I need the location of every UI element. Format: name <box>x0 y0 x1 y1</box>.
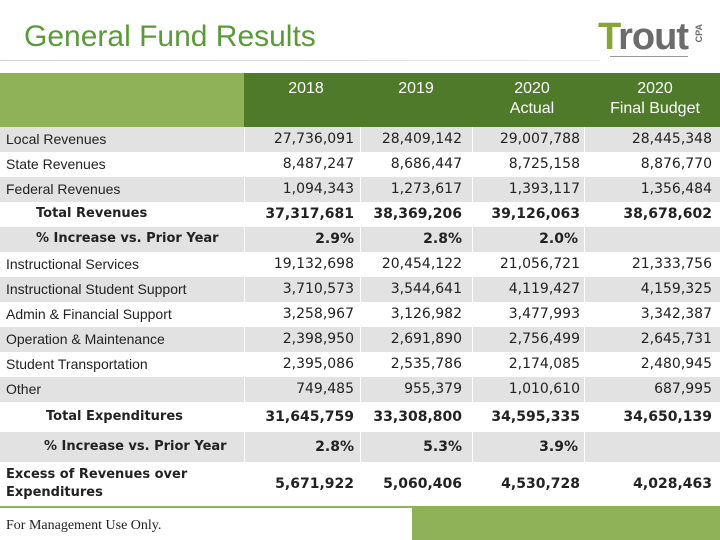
column-header-line1: 2020 <box>637 80 673 97</box>
row-value: 19,132,698 <box>273 256 354 272</box>
row-value: 4,159,325 <box>640 281 712 297</box>
row-value: 38,369,206 <box>373 206 462 222</box>
title-divider <box>0 60 600 61</box>
row-label: Other <box>6 381 42 397</box>
row-label: Instructional Services <box>6 256 140 272</box>
row-label-line1: Excess of Revenues over <box>6 467 188 482</box>
column-header-2019: 2019 <box>372 73 460 133</box>
column-header-line1: 2020 <box>514 80 550 97</box>
column-divider <box>360 127 361 500</box>
row-value: 4,530,728 <box>501 476 580 492</box>
row-value: 34,650,139 <box>623 409 712 425</box>
row-value: 27,736,091 <box>273 131 354 147</box>
row-label: Federal Revenues <box>6 181 121 197</box>
footer-box <box>0 508 412 540</box>
column-header-line2: Actual <box>509 100 555 117</box>
column-header-2020-final-budget: 2020 Final Budget <box>594 73 716 133</box>
row-value: 1,393,117 <box>508 181 580 197</box>
row-value: 21,333,756 <box>631 256 712 272</box>
row-label: Excess of Revenues over Expenditures <box>6 466 187 502</box>
row-value: 2,480,945 <box>640 356 712 372</box>
row-value: 2,398,950 <box>282 331 354 347</box>
row-label-line2: Expenditures <box>6 485 103 500</box>
row-label: Admin & Financial Support <box>6 306 172 322</box>
row-value: 39,126,063 <box>491 206 580 222</box>
logo-letter-t: T <box>598 16 619 58</box>
row-value: 28,445,348 <box>631 131 712 147</box>
row-value: 3.9% <box>539 439 578 455</box>
row-label: Total Expenditures <box>46 409 183 424</box>
row-value: 2,691,890 <box>390 331 462 347</box>
row-value: 687,995 <box>654 381 712 397</box>
row-value: 3,477,993 <box>508 306 580 322</box>
logo-wordmark: Trout <box>598 16 689 59</box>
row-value: 4,119,427 <box>508 281 580 297</box>
row-value: 2.0% <box>539 231 578 247</box>
logo-underline <box>610 56 688 57</box>
row-value: 3,710,573 <box>282 281 354 297</box>
row-label: Local Revenues <box>6 131 107 147</box>
footer-note: For Management Use Only. <box>6 518 162 533</box>
row-value: 2.8% <box>315 439 354 455</box>
row-value: 29,007,788 <box>499 131 580 147</box>
column-header-line1: 2019 <box>398 80 434 97</box>
logo-cpa-suffix: CPA <box>694 24 704 43</box>
row-value: 2,645,731 <box>640 331 712 347</box>
row-value: 2.8% <box>423 231 462 247</box>
row-label: Student Transportation <box>6 356 148 372</box>
header-band-left <box>0 73 244 127</box>
row-label: Instructional Student Support <box>6 281 187 297</box>
row-value: 28,409,142 <box>381 131 462 147</box>
row-label: % Increase vs. Prior Year <box>44 439 227 454</box>
row-value: 34,595,335 <box>491 409 580 425</box>
row-value: 8,876,770 <box>640 156 712 172</box>
column-divider <box>244 127 245 500</box>
row-label: % Increase vs. Prior Year <box>36 231 219 246</box>
logo-letters-rout: rout <box>618 16 689 58</box>
row-value: 3,544,641 <box>390 281 462 297</box>
column-divider <box>472 127 473 500</box>
row-value: 2,395,086 <box>282 356 354 372</box>
row-value: 5,060,406 <box>383 476 462 492</box>
row-value: 749,485 <box>296 381 354 397</box>
row-value: 5,671,922 <box>275 476 354 492</box>
row-value: 8,686,447 <box>390 156 462 172</box>
row-value: 4,028,463 <box>633 476 712 492</box>
row-value: 8,487,247 <box>282 156 354 172</box>
row-value: 2,535,786 <box>390 356 462 372</box>
row-value: 3,126,982 <box>390 306 462 322</box>
row-value: 37,317,681 <box>265 206 354 222</box>
row-value: 2,756,499 <box>508 331 580 347</box>
row-value: 3,342,387 <box>640 306 712 322</box>
header-band-right <box>244 73 720 127</box>
row-value: 2,174,085 <box>508 356 580 372</box>
row-value: 21,056,721 <box>499 256 580 272</box>
column-divider <box>584 127 585 500</box>
row-value: 3,258,967 <box>282 306 354 322</box>
row-value: 38,678,602 <box>623 206 712 222</box>
row-value: 955,379 <box>404 381 462 397</box>
column-header-2018: 2018 <box>262 73 350 133</box>
row-value: 5.3% <box>423 439 462 455</box>
row-value: 20,454,122 <box>381 256 462 272</box>
row-value: 1,010,610 <box>508 381 580 397</box>
row-value: 1,356,484 <box>640 181 712 197</box>
column-header-line1: 2018 <box>288 80 324 97</box>
row-value: 1,273,617 <box>390 181 462 197</box>
row-label: State Revenues <box>6 156 106 172</box>
page-title: General Fund Results <box>24 20 316 53</box>
column-header-line2: Final Budget <box>610 100 700 117</box>
row-label: Operation & Maintenance <box>6 331 165 347</box>
row-value: 1,094,343 <box>282 181 354 197</box>
row-value: 8,725,158 <box>508 156 580 172</box>
row-value: 2.9% <box>315 231 354 247</box>
column-header-2020-actual: 2020 Actual <box>484 73 580 133</box>
row-label: Total Revenues <box>36 206 148 221</box>
row-value: 33,308,800 <box>373 409 462 425</box>
trout-cpa-logo: Trout CPA <box>598 16 708 66</box>
row-value: 31,645,759 <box>265 409 354 425</box>
